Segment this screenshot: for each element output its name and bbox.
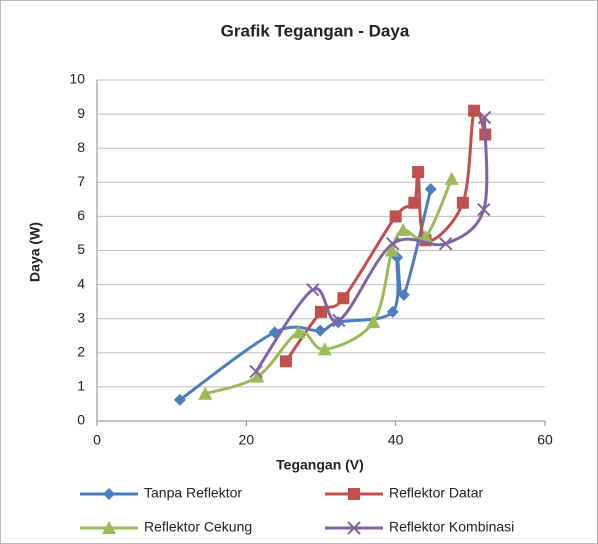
y-tick-label: 10 bbox=[69, 71, 85, 87]
legend-label: Reflektor Datar bbox=[389, 485, 483, 501]
marker bbox=[337, 292, 350, 305]
x-tick-label: 60 bbox=[537, 432, 553, 448]
marker bbox=[306, 283, 320, 297]
y-tick-label: 3 bbox=[77, 309, 85, 325]
marker bbox=[279, 355, 292, 368]
marker bbox=[438, 236, 453, 251]
marker bbox=[477, 202, 491, 217]
y-tick-label: 2 bbox=[77, 344, 85, 360]
marker bbox=[389, 210, 402, 223]
marker bbox=[477, 110, 492, 125]
chart-title: Grafik Tegangan - Daya bbox=[221, 21, 410, 40]
x-axis-title: Tegangan (V) bbox=[276, 457, 364, 473]
x-tick-label: 0 bbox=[93, 432, 101, 448]
marker bbox=[315, 305, 327, 318]
marker bbox=[408, 196, 421, 209]
marker bbox=[386, 305, 399, 318]
y-tick-label: 0 bbox=[77, 412, 85, 428]
marker bbox=[397, 288, 410, 301]
marker bbox=[314, 324, 327, 337]
marker bbox=[468, 104, 481, 117]
marker bbox=[249, 364, 263, 379]
legend-marker bbox=[348, 488, 360, 500]
marker bbox=[332, 313, 346, 328]
x-tick-label: 20 bbox=[239, 432, 255, 448]
y-tick-label: 5 bbox=[77, 241, 85, 257]
marker bbox=[291, 325, 306, 339]
y-tick-label: 7 bbox=[77, 173, 85, 189]
y-tick-label: 4 bbox=[77, 275, 85, 291]
legend-marker bbox=[102, 521, 116, 534]
y-tick-label: 1 bbox=[77, 378, 85, 394]
y-tick-label: 8 bbox=[77, 139, 85, 155]
legend-label: Reflektor Cekung bbox=[144, 519, 252, 535]
marker bbox=[198, 386, 213, 400]
marker bbox=[173, 393, 186, 406]
marker bbox=[456, 196, 469, 209]
y-axis-title: Daya (W) bbox=[27, 222, 43, 282]
marker bbox=[396, 223, 411, 237]
marker bbox=[250, 369, 265, 383]
x-tick-label: 40 bbox=[388, 432, 404, 448]
marker bbox=[412, 166, 425, 179]
marker bbox=[444, 171, 459, 185]
y-tick-label: 9 bbox=[77, 105, 85, 121]
legend-marker bbox=[103, 488, 115, 500]
marker bbox=[418, 229, 433, 243]
marker bbox=[384, 243, 399, 257]
marker bbox=[424, 183, 437, 196]
marker bbox=[317, 342, 332, 356]
marker bbox=[366, 315, 381, 329]
legend-label: Tanpa Reflektor bbox=[144, 485, 242, 501]
series-line bbox=[284, 106, 487, 363]
legend-label: Reflektor Kombinasi bbox=[389, 519, 514, 535]
y-tick-label: 6 bbox=[77, 207, 85, 223]
legend-marker bbox=[347, 521, 361, 535]
marker bbox=[385, 236, 400, 251]
